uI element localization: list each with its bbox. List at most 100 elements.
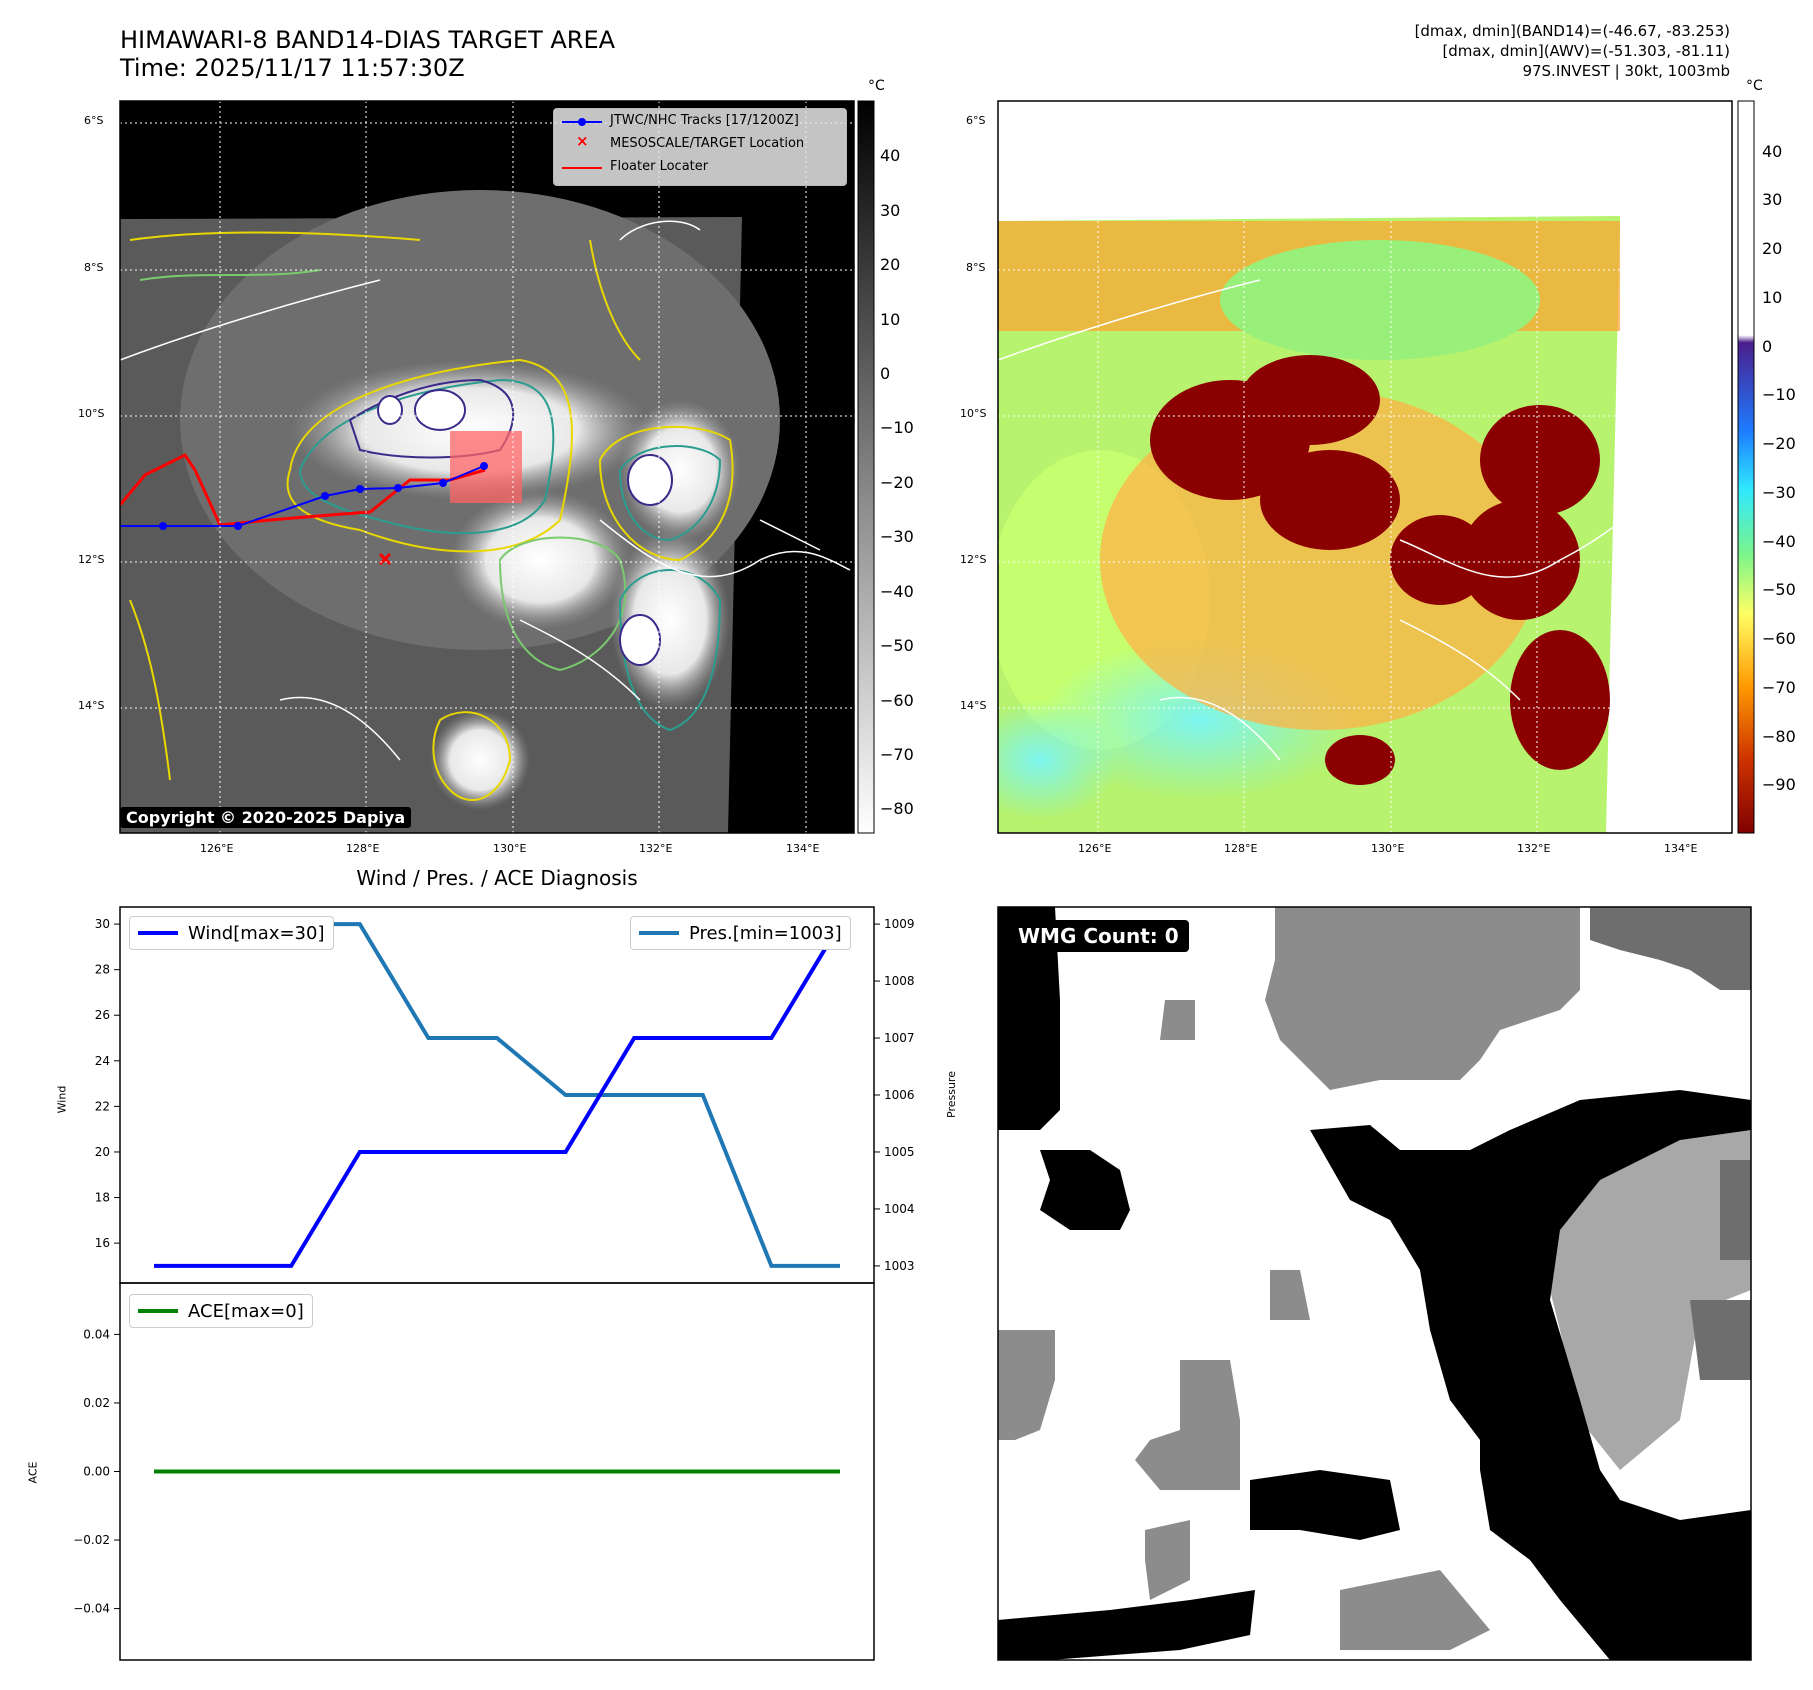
axis-tick-label: −0.02 — [73, 1533, 110, 1547]
lat-label: 10°S — [960, 407, 987, 420]
axis-tick-label: 1004 — [884, 1202, 915, 1216]
lat-label: 6°S — [966, 114, 986, 127]
lon-label: 130°E — [1371, 842, 1405, 855]
awv-range-info: [dmax, dmin](AWV)=(-51.303, -81.11) — [1442, 42, 1730, 60]
storm-info: 97S.INVEST | 30kt, 1003mb — [1522, 62, 1730, 80]
floater-locater-path — [120, 453, 486, 527]
lon-label: 132°E — [639, 842, 673, 855]
band14-range-info: [dmax, dmin](BAND14)=(-46.67, -83.253) — [1414, 22, 1730, 40]
track-legend-label: JTWC/NHC Tracks [17/1200Z] — [610, 113, 799, 128]
ace-legend: ACE[max=0] — [129, 1294, 313, 1328]
map-legend: JTWC/NHC Tracks [17/1200Z] × MESOSCALE/T… — [553, 108, 847, 186]
lon-label: 128°E — [1224, 842, 1258, 855]
jtwc-track-line — [120, 465, 485, 527]
wmg-darkgray-regions — [1590, 907, 1751, 1380]
colorbar-tick: −30 — [1762, 483, 1796, 502]
awv-cold-cores — [1150, 355, 1610, 785]
ace-legend-swatch — [138, 1309, 178, 1313]
axis-tick-label: 0.04 — [83, 1327, 110, 1341]
jtwc-track-points — [159, 462, 488, 530]
axis-tick-label: 20 — [95, 1145, 110, 1159]
wind-legend-swatch — [138, 931, 178, 935]
target-legend-marker: × — [576, 132, 589, 150]
colorbar-tick: 10 — [1762, 288, 1783, 307]
lon-label: 132°E — [1517, 842, 1551, 855]
awv-colorbar-unit: °C — [1746, 78, 1763, 94]
map1-gridlines — [120, 101, 854, 833]
colorbar-tick: 30 — [1762, 190, 1783, 209]
band14-colorbar — [857, 100, 875, 834]
axis-tick-label: 1008 — [884, 974, 915, 988]
axis-tick-label: 18 — [95, 1191, 110, 1205]
colorbar-tick: −20 — [880, 473, 914, 492]
target-legend-label: MESOSCALE/TARGET Location — [610, 136, 805, 151]
axis-tick-label: 30 — [95, 917, 110, 931]
colorbar-tick: −80 — [880, 799, 914, 818]
axis-tick-label: −0.04 — [73, 1602, 110, 1616]
colorbar-tick: 30 — [880, 201, 901, 220]
wind-legend-label: Wind[max=30] — [188, 922, 325, 944]
axis-tick-label: 28 — [95, 963, 110, 977]
colorbar-tick: −40 — [880, 582, 914, 601]
lat-label: 8°S — [84, 261, 104, 274]
lon-label: 130°E — [493, 842, 527, 855]
colorbar-tick: −40 — [1762, 532, 1796, 551]
colorbar-tick: −60 — [1762, 629, 1796, 648]
pressure-legend: Pres.[min=1003] — [630, 916, 851, 950]
colorbar-tick: 0 — [880, 364, 891, 383]
colorbar-tick: −50 — [880, 636, 914, 655]
colorbar-tick: −20 — [1762, 434, 1796, 453]
pressure-legend-label: Pres.[min=1003] — [689, 922, 842, 944]
colorbar-tick: 40 — [1762, 142, 1783, 161]
wmg-count-badge: WMG Count: 0 — [1008, 920, 1189, 952]
colorbar-tick: 20 — [1762, 239, 1783, 258]
axis-tick-label: 1007 — [884, 1031, 915, 1045]
pressure-ticks: 1009 1008 1007 1006 1005 1004 1003 — [874, 917, 915, 1273]
axis-tick-label: 26 — [95, 1008, 110, 1022]
lat-label: 12°S — [960, 553, 987, 566]
lat-label: 12°S — [78, 553, 105, 566]
colorbar-tick: −10 — [1762, 385, 1796, 404]
colorbar-tick: −70 — [880, 745, 914, 764]
floater-legend-label: Floater Locater — [610, 159, 709, 174]
colorbar-tick: −80 — [1762, 727, 1796, 746]
floater-legend-line — [562, 167, 602, 169]
axis-tick-label: 0.02 — [83, 1396, 110, 1410]
copyright-badge: Copyright © 2020-2025 Dapiya — [120, 807, 412, 828]
lat-label: 10°S — [78, 407, 105, 420]
lon-label: 126°E — [200, 842, 234, 855]
colorbar-tick: 0 — [1762, 337, 1773, 356]
axis-tick-label: 24 — [95, 1054, 110, 1068]
lat-label: 6°S — [84, 114, 104, 127]
wmg-lightgray-regions — [1540, 1130, 1751, 1470]
wmg-gray-regions — [998, 907, 1580, 1650]
axis-tick-label: 22 — [95, 1099, 110, 1113]
map2-gridlines — [998, 101, 1732, 833]
wind-legend: Wind[max=30] — [129, 916, 334, 950]
lon-label: 134°E — [786, 842, 820, 855]
colorbar-tick: −30 — [880, 527, 914, 546]
figure-time: Time: 2025/11/17 11:57:30Z — [120, 54, 465, 82]
colorbar-tick: −90 — [1762, 775, 1796, 794]
colorbar-tick: −10 — [880, 418, 914, 437]
pressure-legend-swatch — [639, 931, 679, 935]
colorbar-tick: −60 — [880, 691, 914, 710]
axis-tick-label: 1006 — [884, 1088, 915, 1102]
colorbar-tick: 40 — [880, 146, 901, 165]
lat-label: 14°S — [78, 699, 105, 712]
colorbar-tick: −50 — [1762, 580, 1796, 599]
colorbar-tick: 20 — [880, 255, 901, 274]
lon-label: 134°E — [1664, 842, 1698, 855]
axis-tick-label: 1003 — [884, 1259, 915, 1273]
figure-title: HIMAWARI-8 BAND14-DIAS TARGET AREA — [120, 26, 616, 54]
lat-label: 14°S — [960, 699, 987, 712]
awv-colorbar — [1737, 100, 1755, 834]
band14-colorbar-unit: °C — [868, 78, 885, 94]
wind-series-line — [154, 923, 842, 1268]
track-legend-dot — [578, 118, 586, 126]
ace-ticks: 0.04 0.02 0.00 −0.02 −0.04 — [73, 1327, 120, 1616]
lon-label: 128°E — [346, 842, 380, 855]
